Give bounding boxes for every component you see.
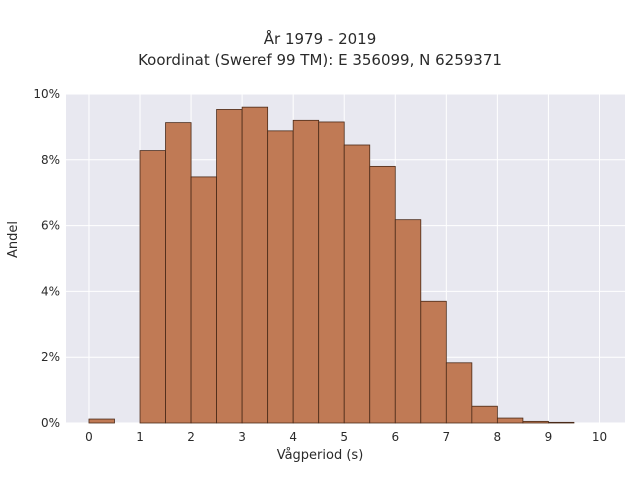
- x-tick-label: 9: [545, 430, 553, 444]
- y-tick-label: 2%: [41, 350, 60, 364]
- x-tick-label: 5: [340, 430, 348, 444]
- y-tick-label: 6%: [41, 219, 60, 233]
- histogram-bar: [318, 121, 345, 424]
- y-axis-label: Andel: [6, 221, 21, 258]
- histogram-bar: [267, 130, 294, 424]
- y-tick-label: 0%: [41, 416, 60, 430]
- histogram-bar: [445, 362, 473, 424]
- x-tick-label: 4: [289, 430, 297, 444]
- x-tick-label: 7: [443, 430, 451, 444]
- x-tick-label: 1: [136, 430, 144, 444]
- x-tick-label: 10: [592, 430, 607, 444]
- histogram-bar: [88, 418, 115, 424]
- y-tick-label: 8%: [41, 153, 60, 167]
- histogram-bar: [369, 165, 396, 424]
- chart-title-line-2: Koordinat (Sweref 99 TM): E 356099, N 62…: [138, 51, 502, 69]
- histogram-bar: [343, 144, 371, 424]
- histogram-bar: [165, 122, 192, 424]
- histogram-bar: [139, 150, 166, 424]
- x-tick-label: 3: [238, 430, 246, 444]
- histogram-bar: [548, 421, 575, 424]
- histogram-bar: [420, 300, 447, 424]
- histogram-bar: [522, 420, 549, 424]
- histogram-bar: [471, 405, 498, 424]
- y-tick-label: 10%: [33, 87, 60, 101]
- histogram-bar: [394, 219, 422, 424]
- x-tick-label: 2: [187, 430, 195, 444]
- histogram-bar: [496, 417, 524, 424]
- histogram-bar: [216, 109, 243, 424]
- histogram-bar: [292, 119, 320, 424]
- histogram-bar: [241, 106, 269, 424]
- chart-title-line-1: År 1979 - 2019: [263, 30, 377, 48]
- x-axis-label: Vågperiod (s): [276, 448, 364, 463]
- x-tick-label: 6: [391, 430, 399, 444]
- x-tick-label: 0: [85, 430, 93, 444]
- y-tick-label: 4%: [41, 284, 60, 298]
- histogram-bar: [190, 176, 217, 424]
- x-tick-label: 8: [494, 430, 502, 444]
